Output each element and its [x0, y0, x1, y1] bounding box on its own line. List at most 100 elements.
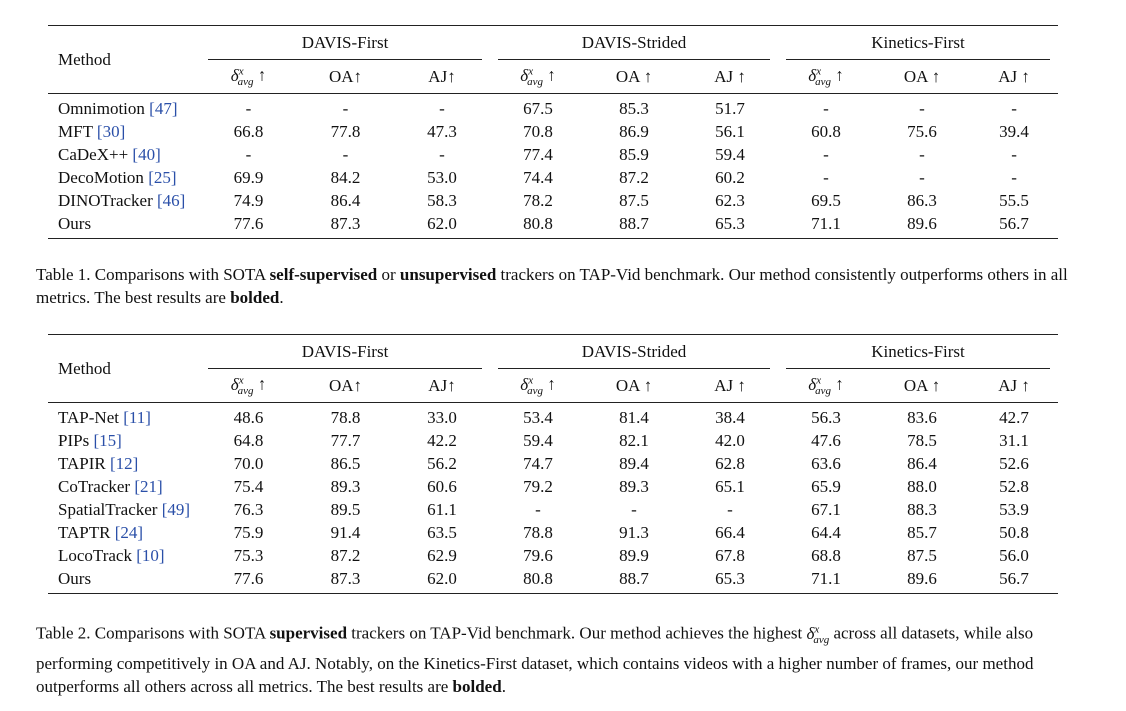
- table-cell: 75.3: [233, 546, 264, 565]
- metric-oa: OA↑: [328, 375, 363, 395]
- table-cell: 89.6: [907, 569, 937, 588]
- table-cell: -: [535, 500, 541, 519]
- method-name: DINOTracker [46]: [58, 191, 186, 210]
- table-cell: 42.7: [999, 408, 1029, 427]
- table-cell: 89.9: [619, 546, 649, 565]
- table-row: TAPTR [24] 75.9 91.4 63.5 78.8 91.3 66.4 64.4 85…: [48, 521, 1058, 544]
- table-cell: 47.3: [427, 122, 457, 141]
- table-cell: 52.8: [999, 477, 1029, 496]
- table-cell: 62.3: [715, 191, 745, 210]
- metric-delta-avg: δxavg ↑: [808, 373, 844, 398]
- method-name: MFT [30]: [58, 122, 126, 141]
- table-cell: 69.9: [233, 168, 264, 187]
- table-cell: 56.2: [427, 454, 457, 473]
- group-header-davis-strided: DAVIS-Strided: [490, 26, 778, 61]
- table-cell: 86.5: [330, 454, 361, 473]
- table-cell: 62.8: [715, 454, 745, 473]
- table-cell: 81.4: [619, 408, 649, 427]
- citation-link[interactable]: [12]: [110, 454, 139, 473]
- table-cell: 78.5: [907, 431, 937, 450]
- table-row: Ours 77.6 87.3 62.0 80.8 88.7 65.3 71.1 89.6 56.7: [48, 212, 1058, 239]
- citation-link[interactable]: [49]: [161, 500, 191, 519]
- table-cell: 59.4: [715, 145, 745, 164]
- table-cell: -: [919, 99, 925, 118]
- table-cell: 91.3: [619, 523, 649, 542]
- table-cell: 58.3: [427, 191, 457, 210]
- method-header: Method: [48, 25, 200, 94]
- citation-link[interactable]: [15]: [93, 431, 122, 450]
- table-cell: 89.4: [619, 454, 649, 473]
- method-name: CaDeX++ [40]: [58, 145, 161, 164]
- table-cell: -: [245, 99, 252, 118]
- table-row: PIPs [15] 64.8 77.7 42.2 59.4 82.1 42.0 47.6 78.…: [48, 429, 1058, 452]
- table-row: TAP-Net [11] 48.6 78.8 33.0 53.4 81.4 38.4 56.3…: [48, 403, 1058, 430]
- table-cell: -: [919, 145, 925, 164]
- table-cell: 55.5: [999, 191, 1029, 210]
- table-cell: 56.3: [811, 408, 841, 427]
- table-cell: 86.4: [330, 191, 361, 210]
- table-cell: 75.6: [907, 122, 937, 141]
- table-cell: -: [439, 145, 445, 164]
- metric-oa: OA ↑: [615, 66, 653, 86]
- table-cell: 78.8: [330, 408, 361, 427]
- delta-avg-symbol: δxavg: [806, 623, 830, 647]
- table-cell: 42.2: [427, 431, 457, 450]
- metric-aj: AJ ↑: [714, 375, 746, 395]
- table-row: CoTracker [21] 75.4 89.3 60.6 79.2 89.3 65.1 65…: [48, 475, 1058, 498]
- table-cell: 87.5: [619, 191, 649, 210]
- metric-oa: OA↑: [328, 66, 363, 86]
- table-cell: 87.3: [330, 569, 361, 588]
- table-cell: 53.0: [427, 168, 457, 187]
- citation-link[interactable]: [46]: [157, 191, 186, 210]
- table-cell: 87.2: [330, 546, 361, 565]
- table-2: Method DAVIS-First DAVIS-Strided Kinetic…: [48, 334, 1059, 594]
- table-cell: 53.9: [999, 500, 1029, 519]
- citation-link[interactable]: [40]: [132, 145, 161, 164]
- table-cell: 86.9: [619, 122, 649, 141]
- table-2-body: TAP-Net [11] 48.6 78.8 33.0 53.4 81.4 38.4 56.3…: [48, 403, 1059, 594]
- group-header-kinetics-first: Kinetics-First: [778, 26, 1058, 61]
- table-cell: -: [919, 168, 925, 187]
- table-cell: 48.6: [233, 408, 264, 427]
- table-cell: -: [631, 500, 637, 519]
- citation-link[interactable]: [10]: [136, 546, 165, 565]
- table-cell: 62.0: [427, 214, 457, 233]
- table-row: DecoMotion [25] 69.9 84.2 53.0 74.4 87.2 60.2 -…: [48, 166, 1058, 189]
- table-cell: 31.1: [999, 431, 1029, 450]
- table-cell: -: [1011, 145, 1017, 164]
- table-cell: 67.5: [523, 99, 553, 118]
- table-cell: 70.0: [233, 454, 264, 473]
- table-1: Method DAVIS-First DAVIS-Strided Kinetic…: [48, 25, 1059, 239]
- table-cell: 87.3: [330, 214, 361, 233]
- table-cell: 88.3: [907, 500, 937, 519]
- table-cell: 67.8: [715, 546, 745, 565]
- table-cell: 89.3: [330, 477, 361, 496]
- table-cell: 86.3: [907, 191, 937, 210]
- table-cell: 80.8: [523, 214, 553, 233]
- method-name: TAP-Net [11]: [58, 408, 151, 427]
- table-cell: 63.6: [811, 454, 841, 473]
- table-cell: 56.0: [999, 546, 1029, 565]
- table-cell: -: [245, 145, 252, 164]
- method-name: TAPTR [24]: [58, 523, 144, 542]
- metric-delta-avg: δxavg ↑: [230, 373, 267, 398]
- metric-aj: AJ ↑: [998, 66, 1030, 86]
- table-cell: 47.6: [811, 431, 841, 450]
- table-cell: 62.0: [427, 569, 457, 588]
- table-cell: -: [823, 168, 829, 187]
- citation-link[interactable]: [30]: [96, 122, 126, 141]
- table-cell: 79.6: [523, 546, 553, 565]
- citation-link[interactable]: [47]: [149, 99, 178, 118]
- citation-link[interactable]: [21]: [134, 477, 163, 496]
- table-row: CaDeX++ [40] - - - 77.4 85.9 59.4 - - -: [48, 143, 1058, 166]
- table-cell: 50.8: [999, 523, 1029, 542]
- table-cell: 77.4: [523, 145, 553, 164]
- table-cell: 88.7: [619, 214, 649, 233]
- citation-link[interactable]: [11]: [123, 408, 151, 427]
- table-cell: 59.4: [523, 431, 553, 450]
- citation-link[interactable]: [25]: [148, 168, 177, 187]
- table-cell: 52.6: [999, 454, 1029, 473]
- table-cell: 74.9: [233, 191, 264, 210]
- citation-link[interactable]: [24]: [114, 523, 144, 542]
- table-cell: 68.8: [811, 546, 841, 565]
